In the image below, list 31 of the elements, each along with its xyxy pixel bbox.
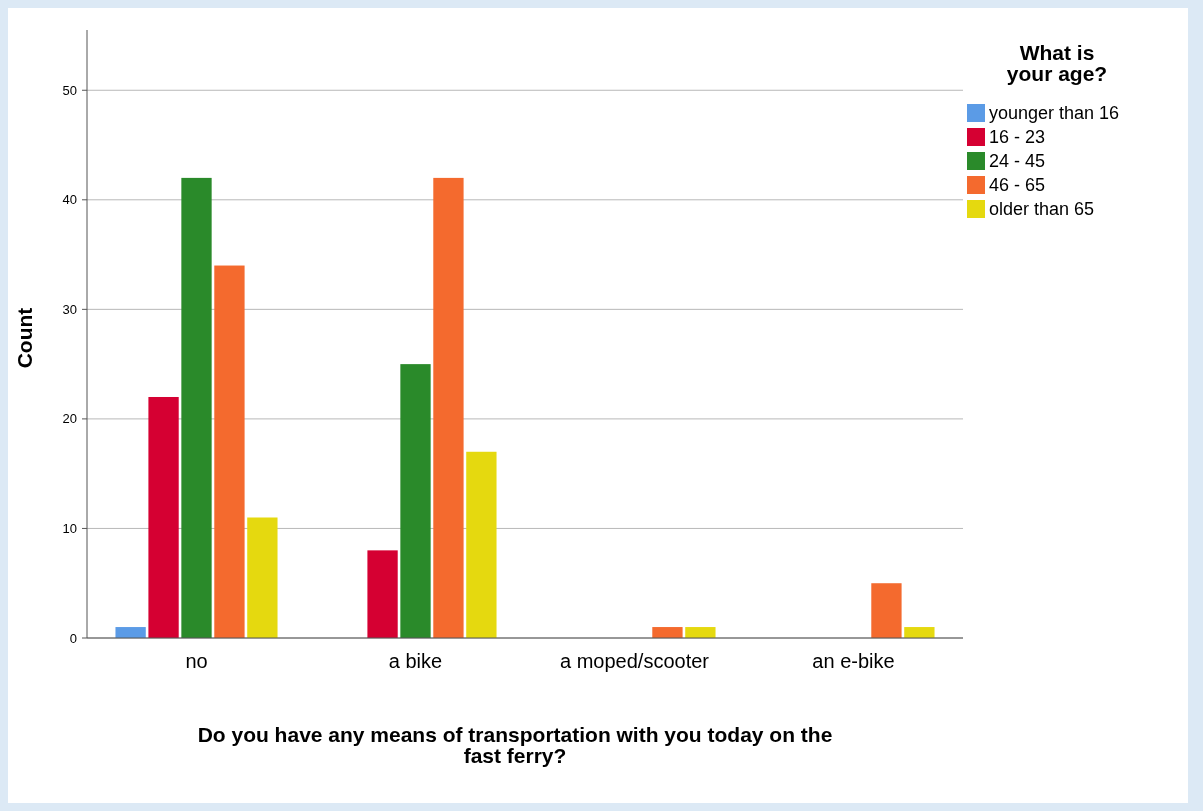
bar [247, 517, 278, 638]
bar [466, 451, 497, 638]
bar [652, 627, 683, 638]
x-tick-label: a bike [388, 650, 443, 672]
legend-title: What is your age? [1006, 41, 1108, 85]
bar [433, 177, 464, 638]
y-tick-label: 30 [62, 301, 77, 317]
y-tick-label: 10 [62, 521, 77, 536]
bar [400, 364, 431, 638]
bar [685, 627, 716, 638]
bar [871, 583, 902, 638]
bar [181, 177, 212, 638]
legend-label: younger than 16 [989, 103, 1120, 124]
y-tick-label: 40 [62, 192, 77, 208]
bar [115, 627, 146, 638]
y-tick-label: 20 [62, 411, 77, 427]
bar [904, 627, 935, 638]
x-axis-title: Do you have any means of transportation with you today on the fast ferry? [197, 723, 833, 767]
bar [148, 396, 179, 638]
x-tick-label: a moped/scooter [560, 650, 710, 672]
x-tick-label: an e-bike [812, 650, 895, 672]
legend-label: 16 - 23 [989, 127, 1046, 148]
legend-label: older than 65 [989, 199, 1095, 220]
bar [214, 265, 245, 638]
y-tick-label: 0 [69, 630, 77, 646]
x-tick-label: no [185, 650, 208, 672]
y-axis-title: Count [13, 307, 36, 369]
bar [367, 550, 398, 638]
y-tick-label: 50 [62, 82, 77, 98]
legend-label: 46 - 65 [989, 175, 1046, 196]
legend-label: 24 - 45 [989, 151, 1046, 172]
